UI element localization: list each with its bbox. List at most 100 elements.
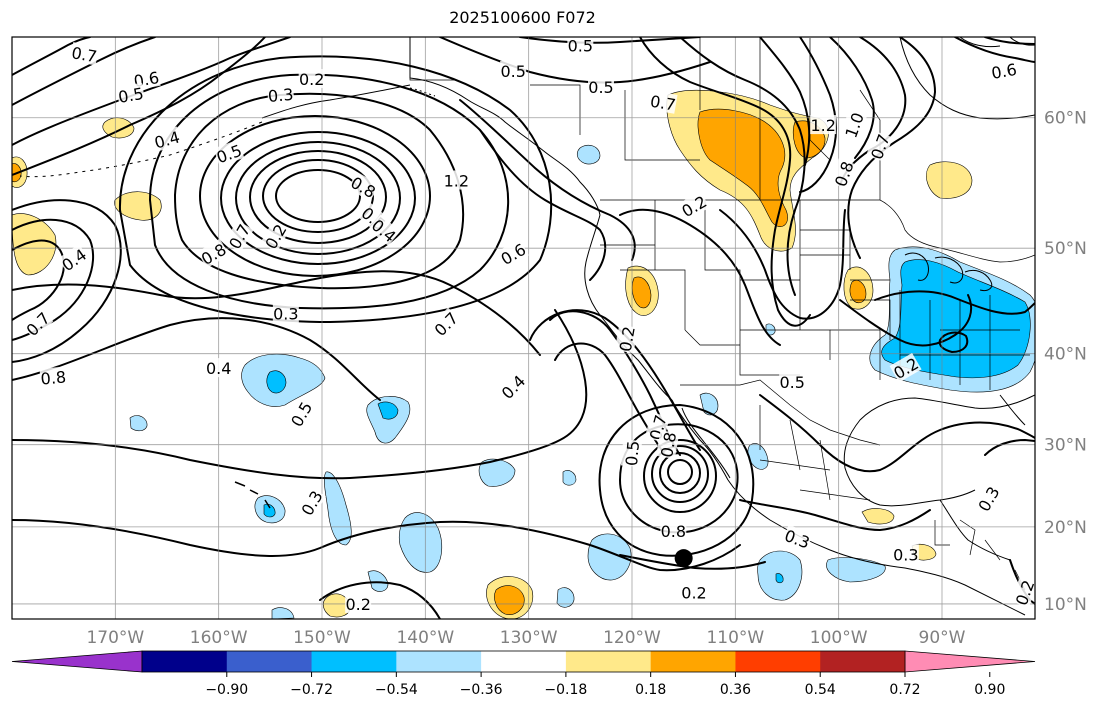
alaska-coast	[409, 37, 601, 216]
contour-label-text: 0.5	[117, 84, 145, 107]
contour-label-text: 0.3	[893, 545, 918, 564]
map-frame	[11, 36, 1036, 620]
mexico-pacific-coast	[727, 479, 1026, 616]
colorbar-segment	[142, 651, 228, 672]
hurricane-contour-3	[651, 445, 709, 503]
contour-label-text: 0.2	[681, 584, 706, 603]
longitude-labels: 170°W 160°W 150°W 140°W 130°W 120°W 110°W 100°W…	[86, 628, 965, 648]
graticule	[12, 37, 1035, 619]
contour-label-mask	[197, 238, 230, 269]
contour-label: 0.7	[648, 90, 678, 115]
longitude-label: 140°W	[396, 628, 454, 648]
colorbar: −0.90 −0.72 −0.54 −0.36 −0.18 0.18 0.36 0.54 0.7…	[11, 650, 1036, 698]
cool-anomaly-central-south	[398, 512, 443, 573]
east-canada-contour-1	[829, 37, 875, 159]
contour-label-text: 1.2	[444, 172, 469, 191]
contour-label: 1.2	[810, 115, 837, 135]
contour-label-mask	[286, 397, 316, 430]
contour-label-mask	[266, 83, 295, 105]
baja-low-contour-2	[529, 309, 701, 451]
contour-label-mask	[614, 324, 638, 354]
contour-label: 0.8	[39, 366, 68, 389]
colorbar-tick-label: 0.36	[720, 682, 751, 698]
west-pac-contour-06	[12, 37, 91, 76]
contour-label-text: 0.4	[206, 359, 231, 378]
contour-label: 0.5	[620, 439, 643, 467]
contour-label-text: 0.6	[990, 60, 1018, 83]
cool-anomaly-pac-small-3	[556, 587, 575, 608]
cool-anomaly-hawaii-north-core	[266, 370, 287, 394]
cool-anomaly-pac-small-5	[562, 470, 577, 486]
cool-anomaly-central-pac	[366, 396, 411, 444]
contour-label-mask	[588, 77, 614, 97]
contour-label-mask	[298, 69, 325, 89]
colorbar-segment	[735, 651, 821, 672]
west-contour-4	[12, 317, 381, 401]
map-panel: 0.70.60.50.40.30.20.50.40.70.80.80.7 0.20…	[12, 37, 1039, 619]
contour-label: 0.5	[500, 60, 527, 81]
longitude-label: 170°W	[86, 628, 144, 648]
shaded-field-layer	[12, 90, 1035, 619]
cool-anomaly-pac-small-2	[367, 570, 389, 592]
colorbar-segment	[565, 651, 652, 672]
colorbar-extend-low	[11, 650, 143, 673]
contour-label: 0.8	[656, 430, 680, 460]
contour-label: 0.2	[1010, 576, 1039, 608]
low-center-contour-3	[249, 150, 387, 244]
alaska-canada-border	[409, 37, 455, 81]
gulf-coast	[843, 394, 1035, 507]
map-background	[12, 37, 1035, 619]
contour-label-mask	[368, 214, 401, 246]
contour-label-mask	[892, 544, 919, 564]
hurricane-contour-1	[667, 459, 693, 485]
colorbar-extend-high	[904, 650, 1036, 673]
east-canada-contour-4	[954, 37, 1035, 63]
contour-label-mask	[443, 170, 470, 190]
plains-contour-02	[619, 208, 781, 346]
contour-label-text: 0.2	[1012, 578, 1039, 608]
colorbar-tick-label: 0.18	[635, 682, 666, 698]
contour-label-mask	[779, 372, 806, 392]
colorbar-segment	[820, 651, 906, 672]
colorbar-segment	[226, 651, 313, 672]
contour-label-text: 0.7	[70, 43, 98, 66]
contour-label: 0.8	[829, 158, 858, 189]
contour-label-mask	[648, 90, 678, 114]
florida	[999, 394, 1026, 426]
baja-california	[671, 399, 731, 481]
longitude-label: 150°W	[293, 628, 351, 648]
warm-anomaly-pacific-south-core	[494, 585, 525, 615]
latitude-label: 40°N	[1044, 345, 1087, 365]
map-title: 2025100600 F072	[449, 8, 596, 27]
contour-label-mask	[151, 126, 182, 152]
warm-anomaly-aleutian	[102, 117, 135, 139]
low-center-contour-1	[275, 169, 361, 223]
contour-label-mask	[57, 243, 90, 275]
low-center-contour-4	[235, 141, 401, 255]
colorbar-outline	[141, 650, 906, 673]
colorbar-segment	[481, 651, 567, 672]
warm-anomaly-south-pac	[322, 593, 351, 618]
contour-label-mask	[500, 60, 527, 80]
contour-label-mask	[989, 58, 1019, 83]
contour-label-mask	[345, 593, 372, 613]
contour-label: 0.2	[614, 324, 639, 354]
latitude-label: 60°N	[1044, 109, 1087, 129]
contour-label-text: 0.5	[568, 37, 593, 56]
low-outer-contour-2	[148, 73, 510, 310]
contour-label-text: 0.2	[299, 70, 324, 89]
contour-label-text: 0.5	[588, 78, 613, 97]
hurricane-outer-contour-2	[598, 403, 755, 557]
contour-label-mask	[782, 524, 813, 552]
contour-label-mask	[840, 109, 868, 141]
contour-label: 0.5	[779, 372, 806, 392]
central-america-borders	[934, 519, 1026, 591]
contour-label-mask	[567, 37, 594, 55]
cool-anomaly-east-us-core	[881, 259, 1031, 379]
colorbar-segment	[396, 651, 482, 672]
warm-anomaly-pacific-west	[12, 213, 57, 276]
canada-contour-07	[639, 37, 811, 327]
colorbar-tick-label: −0.54	[375, 682, 418, 698]
low-center-contour-5	[220, 131, 416, 265]
warm-anomaly-central-america	[861, 508, 895, 525]
